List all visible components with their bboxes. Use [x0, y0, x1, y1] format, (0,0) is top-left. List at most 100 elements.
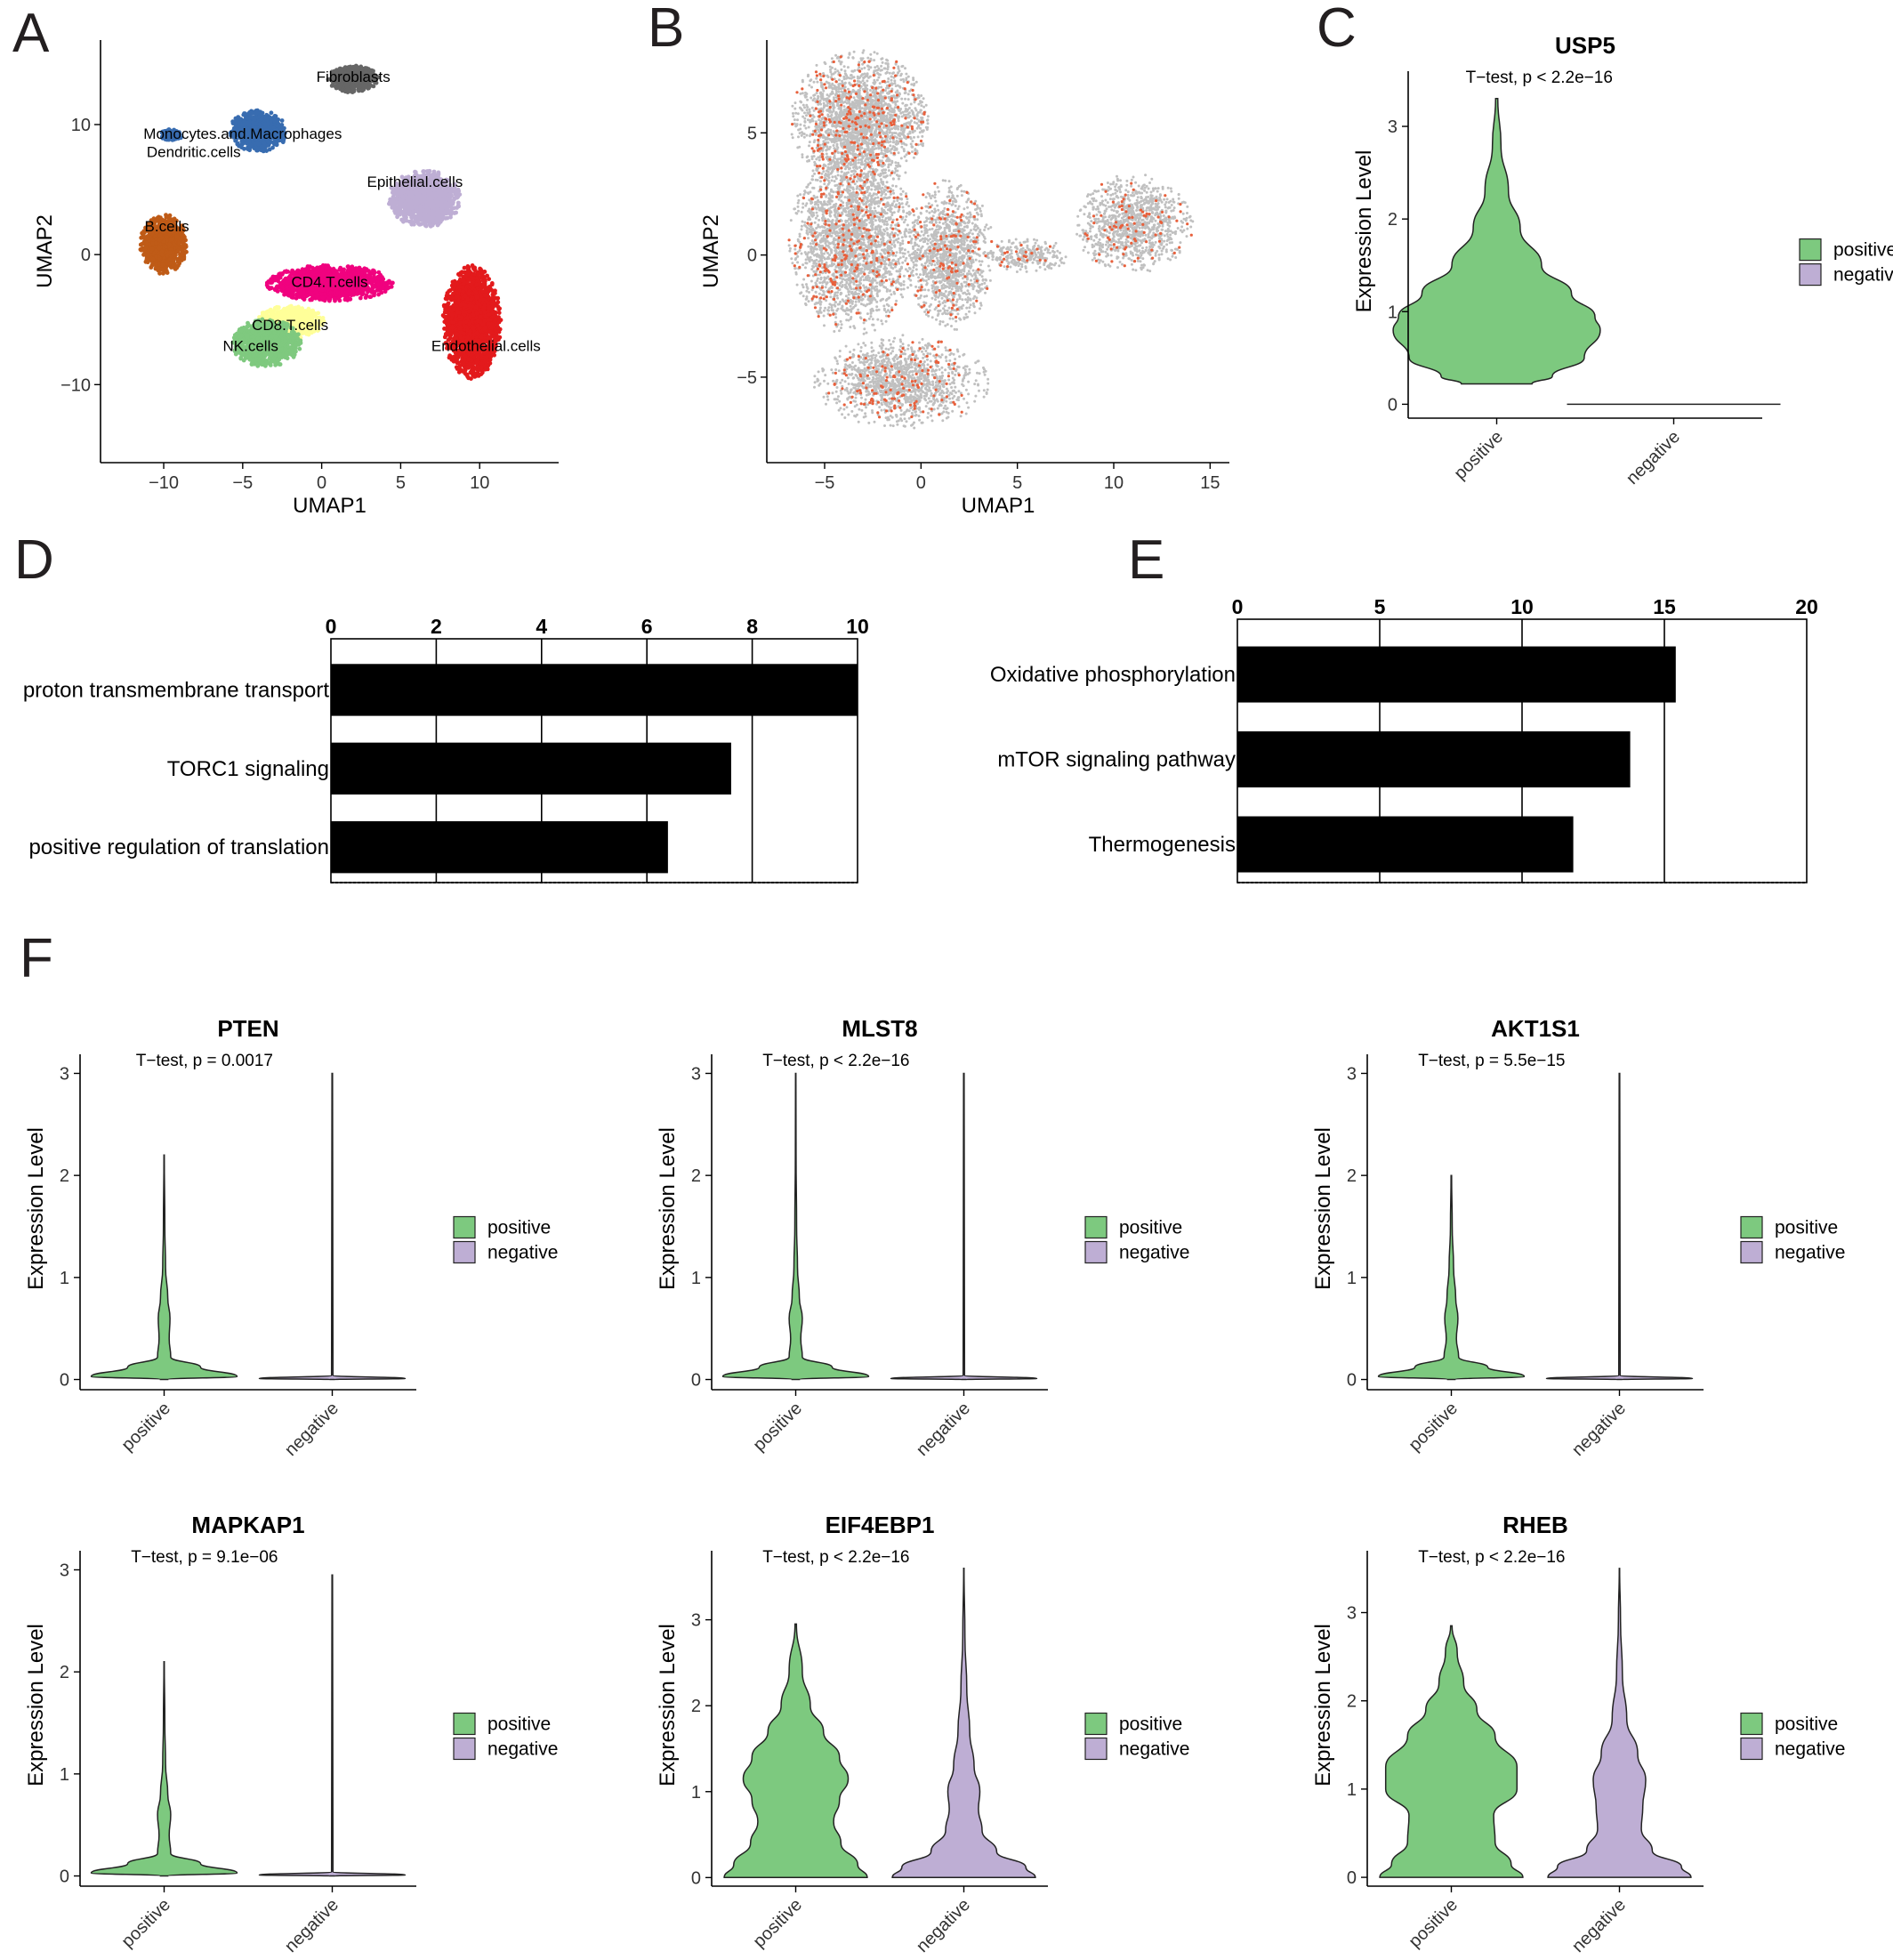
- umap-point: [177, 241, 181, 246]
- umap-point: [429, 200, 434, 206]
- umap-point: [174, 264, 180, 269]
- umap-point: [350, 68, 355, 73]
- umap-point: [353, 66, 358, 70]
- umap-point: [367, 77, 373, 81]
- umap-point: [391, 205, 396, 210]
- umap-point: [447, 198, 452, 203]
- umap-point: [238, 120, 243, 125]
- umap-point: [251, 115, 255, 120]
- umap-point: [279, 118, 285, 123]
- umap-point: [375, 75, 381, 80]
- umap-point: [243, 111, 248, 117]
- umap-point: [454, 190, 458, 196]
- umap-point: [398, 191, 402, 197]
- umap-points: [138, 63, 503, 381]
- umap-point: [436, 215, 441, 221]
- panel-letter-c: C: [1317, 0, 1357, 59]
- umap-point: [370, 270, 375, 275]
- umap-point: [269, 110, 274, 116]
- umap-point: [181, 256, 187, 262]
- umap-point: [176, 258, 181, 263]
- umap-point: [178, 237, 183, 242]
- umap-point: [435, 198, 440, 202]
- umap-point: [154, 254, 158, 260]
- umap-point: [452, 211, 457, 215]
- umap-point: [168, 237, 173, 242]
- umap-point: [407, 210, 412, 215]
- umap-point: [363, 269, 368, 274]
- umap-point: [396, 200, 401, 206]
- umap-point: [395, 214, 399, 220]
- panel-letter-a: A: [12, 3, 50, 64]
- umap-point: [332, 296, 337, 302]
- umap-point: [264, 117, 270, 122]
- umap-point: [149, 265, 154, 270]
- umap-point: [359, 74, 365, 79]
- umap-point: [157, 246, 162, 251]
- umap-point: [142, 246, 148, 251]
- umap-point: [159, 267, 164, 272]
- umap-point: [447, 192, 452, 198]
- umap-point: [443, 191, 448, 197]
- panel-letter-b: B: [648, 0, 684, 59]
- umap-point: [338, 83, 343, 88]
- umap-point: [357, 88, 361, 93]
- umap-point: [431, 213, 435, 218]
- umap-point: [445, 211, 449, 216]
- umap-point: [427, 168, 432, 173]
- umap-point: [439, 193, 444, 198]
- umap-point: [329, 75, 334, 79]
- umap-point: [346, 69, 351, 74]
- umap-point: [242, 146, 246, 151]
- umap-point: [157, 262, 162, 267]
- umap-point: [174, 234, 180, 239]
- umap-point: [364, 293, 369, 298]
- umap-point: [145, 253, 150, 258]
- umap-point: [259, 148, 263, 153]
- umap-point: [430, 204, 435, 209]
- umap-point: [441, 205, 447, 210]
- umap-point: [355, 73, 359, 77]
- umap-point: [402, 208, 407, 214]
- umap-point: [409, 195, 415, 200]
- umap-point: [360, 86, 365, 92]
- umap-point: [362, 70, 367, 76]
- umap-point: [434, 219, 439, 224]
- umap-point: [354, 81, 359, 86]
- umap-point: [426, 197, 431, 202]
- umap-point: [401, 219, 406, 224]
- umap-point: [347, 81, 351, 86]
- umap-point: [270, 280, 274, 285]
- umap-point: [407, 206, 411, 211]
- umap-point: [286, 270, 291, 274]
- umap-point: [329, 84, 334, 88]
- umap-point: [455, 195, 460, 199]
- umap-point: [407, 198, 412, 204]
- umap-point: [367, 85, 371, 91]
- umap-point: [426, 210, 431, 215]
- umap-point: [359, 291, 365, 296]
- umap-cluster-monocytes-and-macrophages: [228, 108, 287, 154]
- umap-point: [358, 64, 364, 69]
- umap-point: [351, 78, 357, 83]
- umap-point: [344, 85, 350, 90]
- umap-point: [154, 240, 159, 246]
- umap-point: [342, 89, 348, 94]
- umap-point: [367, 81, 372, 86]
- umap-point: [144, 236, 149, 241]
- panel-a-umap-clusters: FibroblastsMonocytes.and.MacrophagesDend…: [33, 40, 559, 518]
- umap-point: [175, 248, 181, 254]
- umap-point: [260, 117, 264, 122]
- umap-point: [443, 216, 448, 221]
- umap-point: [419, 195, 423, 200]
- umap-point: [415, 200, 420, 206]
- umap-point: [342, 65, 348, 69]
- umap-point: [262, 146, 268, 151]
- umap-point: [343, 77, 349, 82]
- umap-point: [249, 143, 254, 148]
- umap-point: [394, 196, 399, 201]
- umap-point: [233, 119, 238, 125]
- umap-point: [163, 244, 168, 249]
- umap-point: [270, 274, 276, 279]
